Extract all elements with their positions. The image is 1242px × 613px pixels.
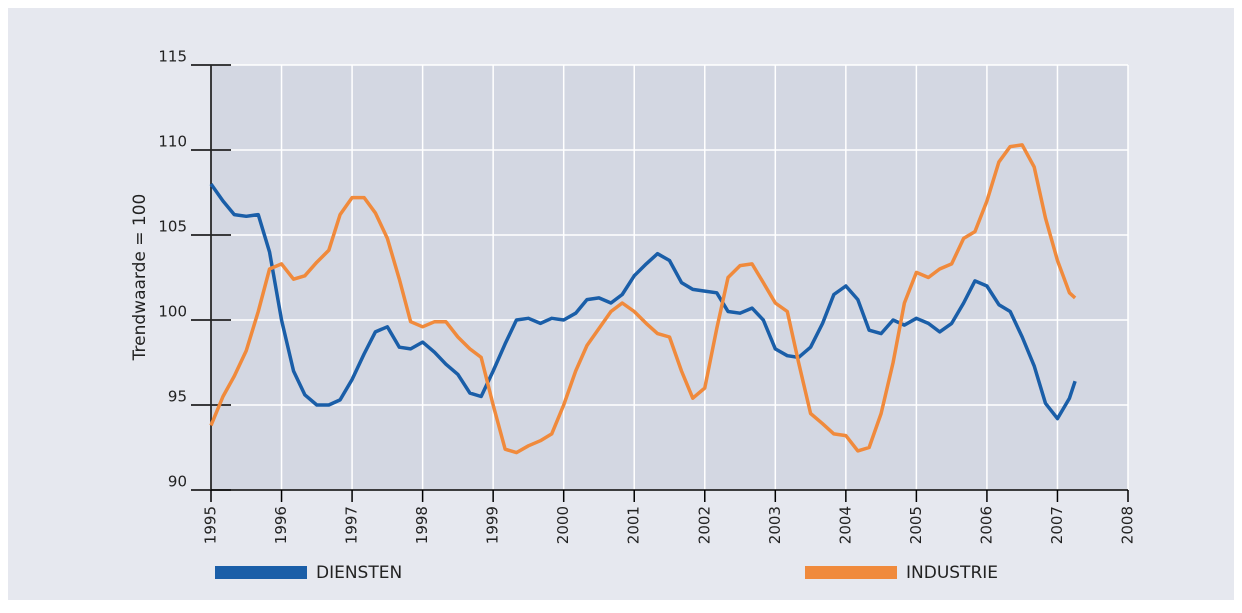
x-tick-label: 1996: [272, 506, 290, 544]
y-axis-label: Trendwaarde = 100: [130, 194, 150, 362]
legend-label: INDUSTRIE: [906, 563, 998, 583]
y-tick-label: 95: [168, 388, 187, 406]
line-series: [209, 182, 1077, 421]
x-tick-label: 2000: [554, 506, 572, 544]
x-tick-label: 1999: [484, 506, 502, 544]
x-tick-label: 2006: [977, 506, 995, 544]
legend-swatch: [805, 566, 897, 579]
y-tick-label: 115: [158, 48, 187, 66]
y-tick-label: 90: [168, 473, 187, 491]
x-tick-label: 2004: [836, 506, 854, 544]
y-tick-label: 100: [158, 303, 187, 321]
line-series: [209, 143, 1077, 455]
x-tick-label: 2007: [1048, 506, 1066, 544]
legend-label: DIENSTEN: [316, 563, 402, 583]
y-tick-label: 105: [158, 218, 187, 236]
x-tick-label: 2005: [907, 506, 925, 544]
x-tick-label: 2001: [625, 506, 643, 544]
legend-swatch: [215, 566, 307, 579]
x-tick-label: 2003: [766, 506, 784, 544]
plot-area: [211, 65, 1128, 490]
x-tick-label: 1998: [413, 506, 431, 544]
y-tick-label: 110: [158, 133, 187, 151]
x-tick-label: 2002: [695, 506, 713, 544]
x-tick-label: 1995: [202, 506, 220, 544]
x-tick-label: 1997: [343, 506, 361, 544]
x-tick-label: 2008: [1119, 506, 1137, 544]
